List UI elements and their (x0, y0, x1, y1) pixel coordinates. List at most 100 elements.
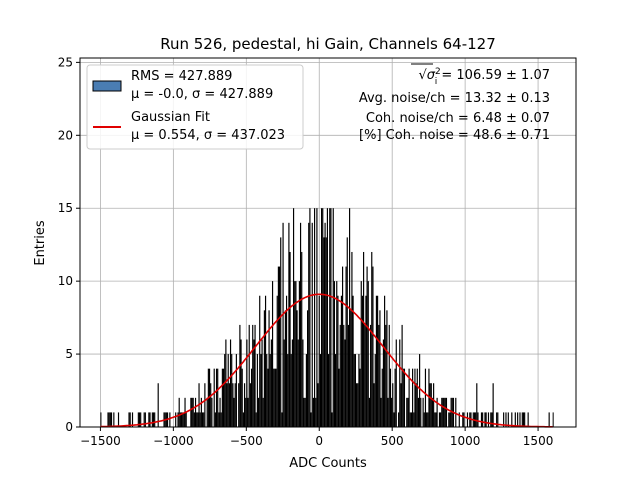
histogram-bar (221, 368, 223, 427)
histogram-bar (476, 383, 478, 427)
histogram-bar (349, 208, 351, 427)
histogram-bar (203, 412, 205, 427)
histogram-bar (157, 383, 159, 427)
histogram-bar (199, 412, 201, 427)
histogram-bar (480, 412, 483, 427)
y-axis-ticks: 0 5 10 15 20 25 (58, 55, 80, 434)
histogram-bar (299, 222, 302, 427)
histogram-bar (364, 324, 366, 427)
histogram-bar (229, 339, 232, 427)
histogram-bar (241, 368, 243, 427)
histogram-bar (226, 383, 228, 427)
histogram-bar (248, 324, 250, 427)
histogram-bar (190, 397, 192, 427)
histogram-bar (445, 397, 448, 427)
annotation-sigma: √σ2 i = 106.59 ± 1.07 (418, 67, 550, 87)
histogram-bar (215, 368, 218, 427)
histogram-bar (225, 339, 227, 427)
histogram-bar (252, 324, 254, 427)
histogram-bar (430, 383, 432, 427)
histogram-bar (288, 222, 290, 427)
histogram-bar (318, 295, 320, 427)
histogram-bar (179, 412, 181, 427)
histogram-bar (219, 397, 221, 427)
histogram-bar (393, 412, 395, 427)
histogram-bar (200, 397, 202, 427)
histogram-bar (521, 412, 523, 427)
histogram-bar (419, 354, 421, 427)
histogram-bar (366, 266, 368, 427)
histogram-bar (347, 324, 350, 427)
histogram-bar (152, 412, 155, 427)
histogram-bar (294, 281, 296, 427)
histogram-bar (336, 281, 338, 427)
histogram-bar (280, 237, 282, 427)
histogram-bar (400, 383, 402, 427)
histogram-bar (194, 397, 197, 427)
histogram-bar (324, 222, 326, 427)
histogram-bar (297, 339, 299, 427)
histogram-bar (448, 412, 450, 427)
histogram-bar (491, 412, 493, 427)
histogram-bar (507, 412, 509, 427)
histogram-bar (281, 412, 283, 427)
histogram-bar (285, 295, 288, 427)
histogram-bar (278, 266, 281, 427)
histogram-bar (267, 368, 269, 427)
histogram-bar (234, 383, 236, 427)
histogram-bar (312, 397, 314, 427)
histogram-bar (185, 412, 187, 427)
histogram-bar (192, 397, 194, 427)
histogram-bar (296, 310, 298, 427)
histogram-bar (305, 354, 307, 427)
histogram-bar (169, 412, 171, 427)
x-tick-label: −1500 (80, 434, 121, 448)
y-tick-label: 20 (58, 128, 73, 142)
histogram-bar (264, 295, 267, 427)
histogram-bar (344, 339, 346, 427)
histogram-bar (206, 397, 208, 427)
histogram-bar (469, 412, 471, 427)
y-tick-label: 0 (65, 420, 73, 434)
noise-annotations: √σ2 i = 106.59 ± 1.07 Avg. noise/ch = 13.… (359, 63, 550, 143)
histogram-bar (378, 324, 380, 427)
histogram-bar (110, 412, 113, 427)
histogram-bar (354, 354, 357, 427)
legend-histogram-patch (92, 80, 122, 92)
histogram-bar (228, 383, 230, 427)
histogram-bar (271, 281, 274, 427)
histogram-bar (287, 354, 289, 427)
histogram-bar (218, 412, 220, 427)
histogram-bar (462, 412, 464, 427)
histogram-bar (309, 208, 311, 427)
x-tick-label: −500 (230, 434, 263, 448)
histogram-bar (412, 368, 414, 427)
histogram-bar (311, 222, 313, 427)
histogram-bar (372, 266, 374, 427)
histogram-bar (429, 383, 431, 427)
histogram-bar (407, 397, 409, 427)
histogram-bar (217, 368, 219, 427)
histogram-bar (210, 383, 212, 427)
histogram-bar (180, 412, 183, 427)
histogram-bar (306, 310, 309, 427)
histogram-bar (370, 324, 372, 427)
histogram-bar (340, 295, 343, 427)
histogram-bar (433, 383, 435, 427)
histogram-bar (129, 412, 131, 427)
histogram-bar (368, 397, 371, 427)
histogram-bar (138, 412, 141, 427)
histogram-bar (392, 383, 394, 427)
x-tick-label: −1000 (153, 434, 194, 448)
histogram-bar (253, 339, 255, 427)
histogram-bar (395, 339, 397, 427)
histogram-bar (266, 354, 268, 427)
histogram-bar (428, 368, 430, 427)
histogram-bar (449, 412, 451, 427)
histogram-bar (329, 208, 331, 427)
histogram-bar (415, 383, 417, 427)
histogram-bar (317, 383, 319, 427)
histogram-bar (345, 266, 347, 427)
x-tick-label: 0 (315, 434, 323, 448)
histogram-bar (514, 412, 516, 427)
